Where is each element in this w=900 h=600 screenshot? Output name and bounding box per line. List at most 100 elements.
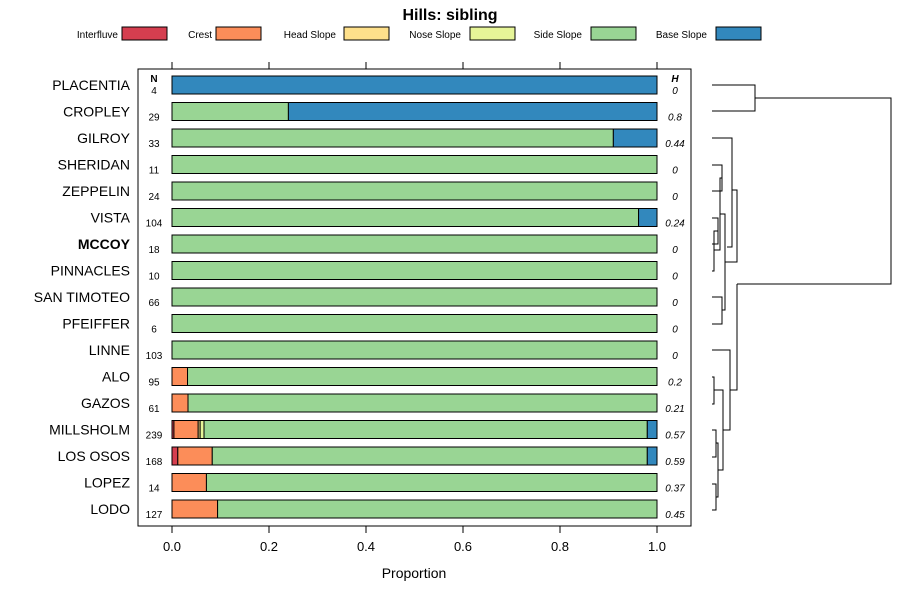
series-label: VISTA <box>91 210 131 226</box>
dendrogram-branch <box>712 483 717 511</box>
bar-segment-side-slope <box>171 261 658 280</box>
bar-segment-side-slope <box>171 314 658 333</box>
legend-swatch <box>469 26 516 41</box>
n-value: 61 <box>148 404 160 415</box>
n-value: 127 <box>146 510 163 521</box>
x-tick-label: 0.4 <box>357 539 375 554</box>
series-label: SAN TIMOTEO <box>34 289 130 305</box>
bar-row: LODO 127 0.45 <box>90 499 685 521</box>
dendrogram-branch <box>712 349 731 431</box>
n-value: 168 <box>146 457 163 468</box>
series-label: MCCOY <box>78 236 131 252</box>
bar-segment-side-slope <box>171 102 289 121</box>
bar-row: GAZOS 61 0.21 <box>81 393 685 415</box>
dendrogram-branch <box>712 296 723 325</box>
bar-segment-base-slope <box>287 102 658 121</box>
dendrogram <box>712 84 892 511</box>
h-value: 0.2 <box>668 378 682 389</box>
legend: Interfluve Crest Head Slope Nose Slope Side … <box>77 26 762 41</box>
chart-title: Hills: sibling <box>402 7 497 24</box>
bar-row: ZEPPELIN 24 0 <box>62 181 678 203</box>
legend-label: Nose Slope <box>409 30 461 41</box>
bar-segment-side-slope <box>205 473 658 492</box>
n-value: 104 <box>146 219 163 230</box>
h-value: 0 <box>672 272 678 283</box>
bar-segment-side-slope <box>171 234 658 254</box>
h-value: 0 <box>672 192 678 203</box>
dendrogram-branch <box>712 429 717 458</box>
dendrogram-branch <box>737 97 892 285</box>
bar-row: MCCOY 18 0 <box>78 234 678 256</box>
bar-segment-interfluve <box>171 446 179 466</box>
bar-segment-base-slope <box>646 446 658 466</box>
x-tick-label: 0.6 <box>454 539 472 554</box>
bar-row: GILROY 33 0.44 <box>77 128 685 150</box>
legend-swatch <box>590 26 637 41</box>
bar-segment-side-slope <box>211 446 648 466</box>
n-value: 29 <box>148 113 160 124</box>
n-value: 10 <box>148 272 160 283</box>
legend-swatch <box>121 26 168 41</box>
bar-row: ALO 95 0.2 <box>102 367 682 389</box>
h-value: 0 <box>672 86 678 97</box>
dendrogram-branch <box>730 284 738 391</box>
bar-row: SHERIDAN 11 0 <box>58 155 678 177</box>
n-value: 24 <box>148 192 160 203</box>
h-value: 0 <box>672 166 678 177</box>
legend-label: Head Slope <box>284 30 337 41</box>
series-label: LINNE <box>89 342 130 358</box>
series-label: GILROY <box>77 130 131 146</box>
bar-segment-side-slope <box>217 499 658 519</box>
x-axis-label: Proportion <box>382 565 447 581</box>
dendrogram-branch <box>714 389 724 471</box>
n-value: 6 <box>151 325 157 336</box>
dendrogram-branch <box>712 84 756 112</box>
bar-segment-side-slope <box>171 155 658 174</box>
bar-segment-side-slope <box>187 393 658 413</box>
bar-segment-crest <box>171 499 219 519</box>
h-value: 0.24 <box>665 219 685 230</box>
series-label: GAZOS <box>81 395 130 411</box>
n-value: 4 <box>151 86 157 97</box>
bar-segment-base-slope <box>612 128 658 148</box>
n-value: 11 <box>149 166 160 177</box>
legend-label: Crest <box>188 30 212 41</box>
series-label: PFEIFFER <box>62 316 130 332</box>
n-value: 239 <box>146 431 163 442</box>
x-tick-label: 0.0 <box>163 539 181 554</box>
bar-row: PFEIFFER 6 0 <box>62 314 678 336</box>
bar-segment-base-slope <box>646 420 658 439</box>
n-value: 18 <box>148 245 160 256</box>
bar-segment-side-slope <box>171 287 658 307</box>
n-value: 14 <box>148 484 160 495</box>
bar-segment-side-slope <box>171 340 658 360</box>
series-label: LOPEZ <box>84 475 130 491</box>
bar-row: PINNACLES 10 0 <box>51 261 678 283</box>
bar-segment-base-slope <box>171 75 658 95</box>
n-value: 95 <box>148 378 160 389</box>
legend-swatch <box>343 26 390 41</box>
h-value: 0.44 <box>665 139 685 150</box>
h-value: 0 <box>672 351 678 362</box>
bar-segment-side-slope <box>187 367 658 386</box>
series-label: ALO <box>102 369 130 385</box>
bar-segment-crest <box>171 367 189 386</box>
series-label: PINNACLES <box>51 263 130 279</box>
h-value: 0 <box>672 298 678 309</box>
series-label: MILLSHOLM <box>49 422 130 438</box>
h-value: 0.59 <box>665 457 685 468</box>
bar-segment-side-slope <box>171 208 640 227</box>
n-value: 103 <box>146 351 163 362</box>
h-value: 0 <box>672 325 678 336</box>
x-tick-label: 0.8 <box>551 539 569 554</box>
dendrogram-branch <box>712 137 733 248</box>
bar-segment-side-slope <box>171 181 658 201</box>
x-tick-label: 0.2 <box>260 539 278 554</box>
dendrogram-branch <box>720 213 726 311</box>
bar-row: SAN TIMOTEO 66 0 <box>34 287 678 309</box>
bar-row: VISTA 104 0.24 <box>91 208 685 230</box>
bar-segment-base-slope <box>638 208 658 227</box>
bar-segment-crest <box>173 420 199 439</box>
n-value: 66 <box>148 298 160 309</box>
